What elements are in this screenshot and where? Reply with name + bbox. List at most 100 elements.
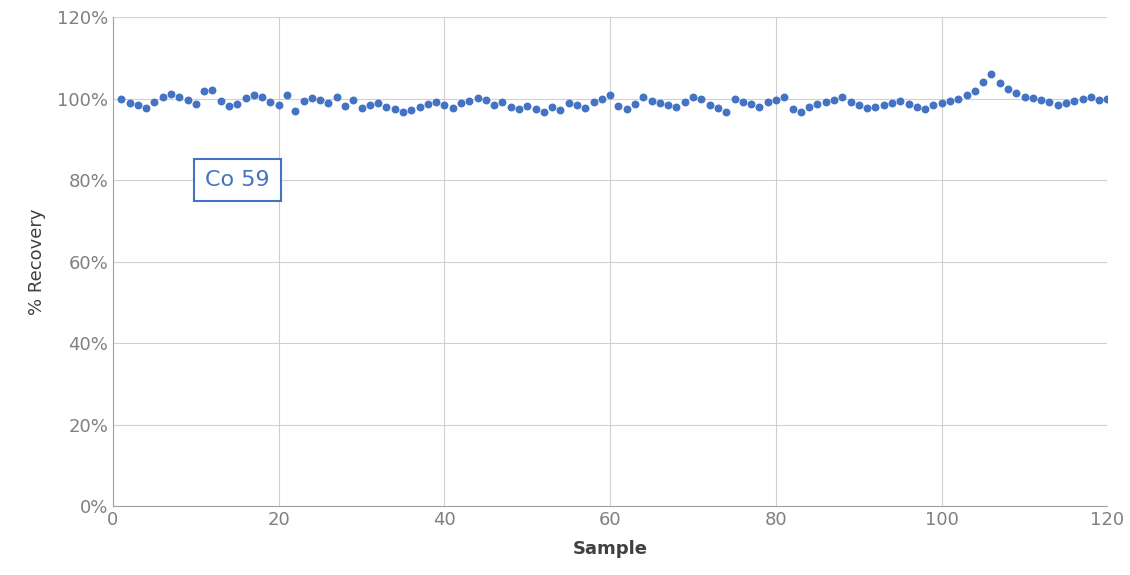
Point xyxy=(892,96,910,105)
Point xyxy=(858,103,876,112)
Point xyxy=(502,102,520,112)
Point xyxy=(999,84,1017,93)
Point xyxy=(833,92,851,101)
Point xyxy=(584,97,602,106)
Point xyxy=(825,95,843,104)
Point xyxy=(842,97,860,106)
Point xyxy=(593,94,611,103)
Point xyxy=(767,95,785,104)
Point xyxy=(684,92,702,101)
Point xyxy=(867,102,885,112)
Point xyxy=(385,104,403,113)
Point xyxy=(427,97,445,106)
Point xyxy=(394,107,412,116)
Point xyxy=(336,101,354,110)
Point xyxy=(179,95,197,105)
Point xyxy=(966,86,984,95)
Point xyxy=(1081,92,1099,101)
Point xyxy=(519,101,537,110)
Point xyxy=(718,107,736,116)
Point xyxy=(236,94,254,103)
Point xyxy=(162,89,180,98)
Point xyxy=(609,101,627,110)
Point xyxy=(559,98,577,108)
Point xyxy=(129,100,147,109)
Point xyxy=(402,106,420,115)
Point xyxy=(112,94,130,103)
Point xyxy=(568,100,586,109)
Point xyxy=(211,96,229,105)
Point xyxy=(924,100,942,109)
Point xyxy=(534,107,553,116)
Point xyxy=(991,79,1009,88)
Point xyxy=(783,104,801,113)
Point xyxy=(775,93,793,102)
Point xyxy=(875,100,893,109)
Point xyxy=(808,99,826,108)
Point xyxy=(693,94,711,103)
Point xyxy=(278,91,296,100)
Point xyxy=(668,102,686,112)
Point xyxy=(452,98,470,108)
Point xyxy=(1016,92,1034,101)
Point xyxy=(261,97,279,106)
Point xyxy=(957,90,975,99)
Text: Co 59: Co 59 xyxy=(205,170,270,190)
Point xyxy=(303,93,321,102)
Point xyxy=(245,90,263,99)
Point xyxy=(601,91,619,100)
Point xyxy=(941,96,959,105)
Point xyxy=(360,100,379,109)
Point xyxy=(137,103,155,112)
Point xyxy=(419,99,437,108)
Point xyxy=(800,102,818,112)
Point xyxy=(932,98,950,108)
Point xyxy=(576,103,594,112)
Point xyxy=(949,94,967,103)
Point xyxy=(651,98,669,108)
Point xyxy=(659,100,677,109)
Point xyxy=(320,98,338,108)
Point xyxy=(701,100,719,109)
Point xyxy=(195,87,214,96)
Point xyxy=(982,70,1000,79)
Point xyxy=(1074,94,1092,103)
Point xyxy=(643,96,661,105)
Point xyxy=(295,96,313,105)
Point xyxy=(410,102,428,112)
Point xyxy=(899,99,918,108)
Point xyxy=(121,98,139,108)
Point xyxy=(171,93,189,102)
Point xyxy=(883,98,901,108)
Point xyxy=(370,98,388,108)
Point xyxy=(850,100,868,109)
Y-axis label: % Recovery: % Recovery xyxy=(28,208,46,315)
Point xyxy=(220,101,238,110)
Point xyxy=(527,104,545,113)
Point xyxy=(1041,97,1059,106)
Point xyxy=(544,102,562,112)
Point xyxy=(1049,100,1067,109)
Point xyxy=(618,104,636,113)
Point xyxy=(733,97,751,106)
Point xyxy=(709,103,727,112)
Point xyxy=(974,78,992,87)
Point xyxy=(1057,98,1075,108)
Point xyxy=(154,92,172,101)
X-axis label: Sample: Sample xyxy=(573,540,647,558)
Point xyxy=(510,104,528,113)
Point xyxy=(377,102,395,112)
Point xyxy=(444,103,462,112)
Point xyxy=(1066,96,1084,105)
Point xyxy=(750,102,768,112)
Point xyxy=(817,97,835,106)
Point xyxy=(1098,94,1116,103)
Point xyxy=(907,102,925,112)
Point xyxy=(270,100,288,109)
Point xyxy=(551,106,570,115)
Point xyxy=(485,100,503,109)
Point xyxy=(469,93,487,102)
Point xyxy=(1024,93,1042,102)
Point xyxy=(328,92,346,101)
Point xyxy=(353,103,371,112)
